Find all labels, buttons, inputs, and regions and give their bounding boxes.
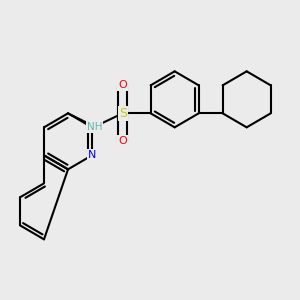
Text: S: S	[119, 107, 127, 120]
Text: O: O	[118, 80, 127, 90]
Text: N: N	[88, 150, 96, 160]
Text: O: O	[118, 136, 127, 146]
Text: NH: NH	[87, 122, 102, 132]
